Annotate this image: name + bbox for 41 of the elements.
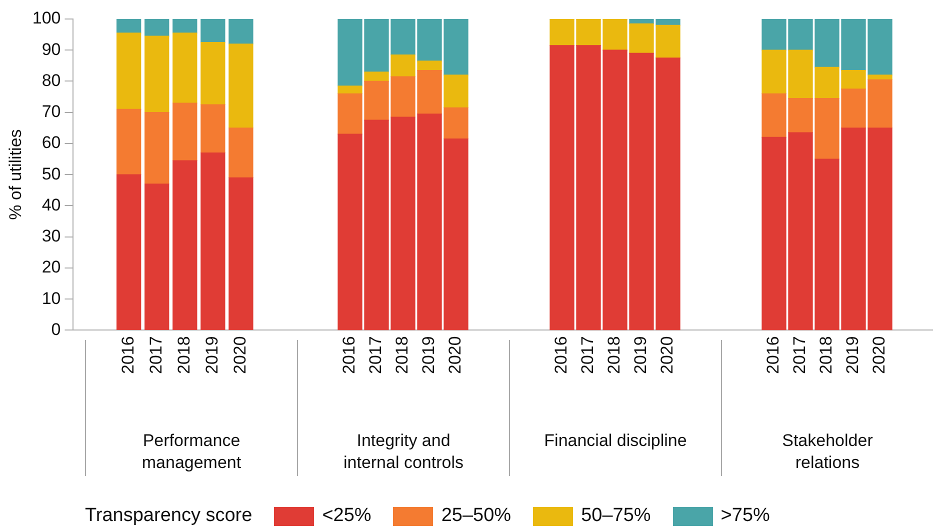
x-axis-title: Integrity and internal controls: [342, 430, 464, 474]
y-axis-title: % of utilities: [6, 129, 25, 220]
x-axis-title: Performance management: [140, 430, 242, 474]
x-tick-label: 2017: [578, 336, 598, 374]
x-tick-label: 2019: [631, 336, 650, 374]
x-tick-label: 2016: [552, 336, 571, 374]
x-tick-label: 2017: [366, 336, 386, 374]
y-tick-label: 40: [42, 195, 61, 214]
legend-label: 25–50%: [441, 505, 512, 527]
x-tick-label: 2018: [392, 336, 412, 374]
y-tick-label: 20: [42, 258, 61, 277]
y-tick-label: 10: [42, 288, 61, 308]
x-tick-label: 2018: [604, 336, 624, 374]
legend-label: >75%: [720, 505, 770, 527]
x-tick-label: 2019: [202, 336, 222, 374]
legend-label: <25%: [322, 505, 372, 527]
x-tick-label: 2020: [446, 336, 465, 374]
x-tick-label: 2018: [816, 336, 836, 374]
y-tick-label: 90: [42, 40, 61, 59]
x-axis-title: Financial discipline: [543, 430, 688, 452]
x-tick-label: 2017: [790, 336, 810, 374]
y-tick-label: 50: [42, 164, 61, 184]
x-tick-label: 2016: [118, 336, 138, 374]
x-axis-title: Stakeholder relations: [781, 430, 874, 474]
y-tick-label: 80: [42, 70, 61, 90]
y-tick-label: 30: [42, 226, 61, 246]
x-tick-label: 2017: [146, 336, 166, 374]
y-tick-label: 60: [42, 133, 61, 152]
y-tick-label: 0: [51, 320, 61, 339]
x-tick-label: 2020: [230, 336, 250, 374]
y-tick-label: 70: [42, 102, 61, 122]
x-tick-label: 2020: [870, 336, 889, 374]
x-tick-label: 2016: [764, 336, 783, 374]
x-tick-label: 2019: [419, 336, 438, 374]
x-tick-label: 2020: [658, 336, 677, 374]
legend-title: Transparency score: [85, 505, 252, 527]
x-tick-label: 2019: [843, 336, 862, 374]
x-tick-label: 2016: [340, 336, 359, 374]
legend-label: 50–75%: [581, 505, 651, 527]
x-tick-label: 2018: [174, 336, 194, 374]
y-tick-label: 100: [32, 8, 61, 28]
